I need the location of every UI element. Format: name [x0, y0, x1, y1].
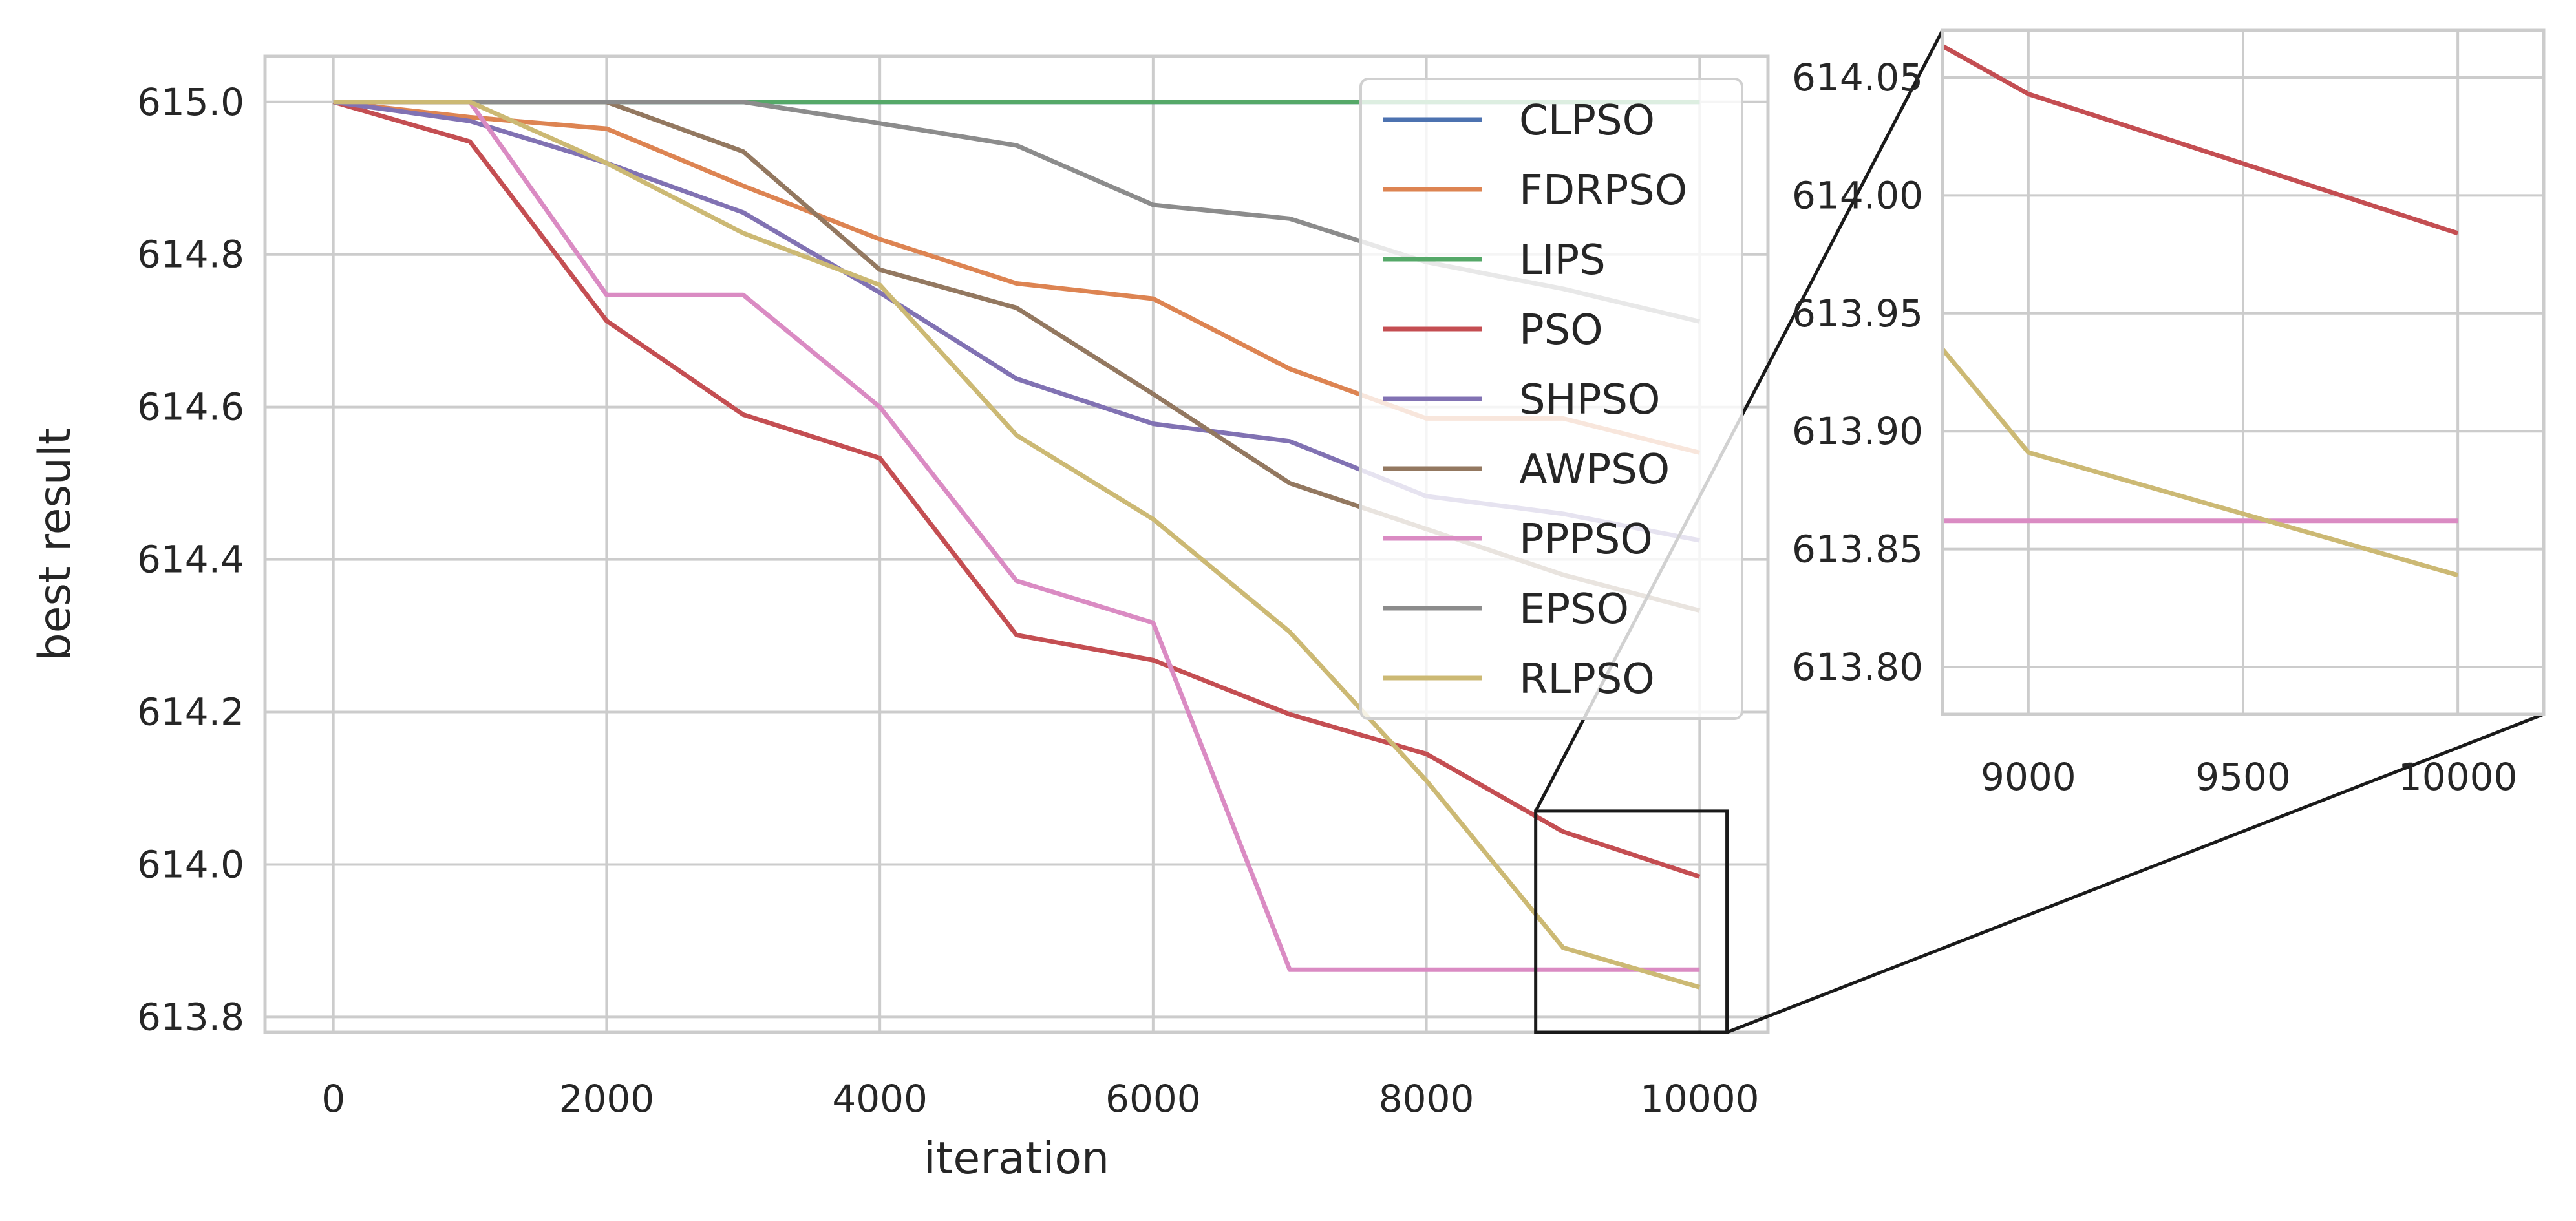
y-axis-label: best result	[30, 427, 81, 661]
legend-label-rlpso: RLPSO	[1519, 655, 1655, 703]
y-tick-label: 614.4	[137, 538, 244, 582]
y-tick-label: 614.6	[137, 385, 244, 429]
inset-x-tick-label: 9000	[1981, 755, 2076, 799]
inset-y-tick-label: 613.95	[1792, 292, 1923, 335]
inset-y-tick-label: 613.90	[1792, 409, 1923, 453]
main-axes-frame	[263, 54, 1770, 1034]
inset-axes: 9000 9500 10000 613.80 613.85 613.90 613.95 614…	[1792, 28, 2546, 799]
y-tick-label: 614.0	[137, 842, 244, 886]
x-tick-label: 4000	[832, 1077, 928, 1121]
legend-label-pppso: PPPSO	[1519, 516, 1653, 564]
x-tick-label: 10000	[1640, 1077, 1760, 1121]
zoom-rectangle	[1534, 809, 1729, 1034]
legend-box	[1359, 78, 1743, 720]
series-line-rlpso	[333, 100, 1701, 990]
inset-series-lines	[1943, 43, 2459, 578]
inset-y-tick-label: 614.05	[1792, 56, 1923, 100]
series-line-pppso	[333, 100, 1700, 972]
inset-x-tick-label: 10000	[2398, 755, 2518, 799]
legend-label-awpso: AWPSO	[1519, 446, 1670, 494]
x-tick-label: 2000	[559, 1077, 655, 1121]
inset-clipped-lines	[1943, 43, 2459, 578]
legend: CLPSO FDRPSO LIPS PSO SHPSO AWPSO PPPSO EPSO RLP…	[1359, 78, 1743, 720]
zoom-connector-bottom	[1726, 712, 2544, 1034]
y-tick-label: 615.0	[137, 80, 244, 124]
inset-grid	[1943, 30, 2544, 714]
legend-label-clpso: CLPSO	[1519, 97, 1655, 145]
y-tick-label: 614.8	[137, 233, 244, 277]
main-axes: 0 2000 4000 6000 8000 10000 613.8 614.0 614.2 614…	[30, 54, 1770, 1184]
inset-x-tick-label: 9500	[2195, 755, 2291, 799]
legend-label-lips: LIPS	[1519, 237, 1606, 284]
series-line-pso	[332, 100, 1701, 879]
y-tick-label: 613.8	[137, 995, 244, 1039]
legend-label-epso: EPSO	[1519, 586, 1629, 633]
y-tick-label: 614.2	[137, 690, 244, 734]
x-tick-label: 0	[321, 1077, 345, 1121]
inset-y-tick-label: 613.85	[1792, 527, 1923, 571]
x-tick-label: 8000	[1379, 1077, 1474, 1121]
inset-series-line-pso	[1943, 43, 2459, 236]
inset-series-line-rlpso	[1943, 345, 2459, 578]
inset-y-tick-label: 614.00	[1792, 173, 1923, 217]
inset-y-tick-label: 613.80	[1792, 645, 1923, 689]
x-axis-label: iteration	[924, 1133, 1109, 1184]
legend-label-shpso: SHPSO	[1519, 376, 1660, 424]
x-tick-label: 6000	[1105, 1077, 1201, 1121]
legend-label-fdrpso: FDRPSO	[1519, 167, 1687, 215]
inset-axes-frame	[1941, 28, 2546, 716]
legend-label-pso: PSO	[1519, 306, 1603, 354]
